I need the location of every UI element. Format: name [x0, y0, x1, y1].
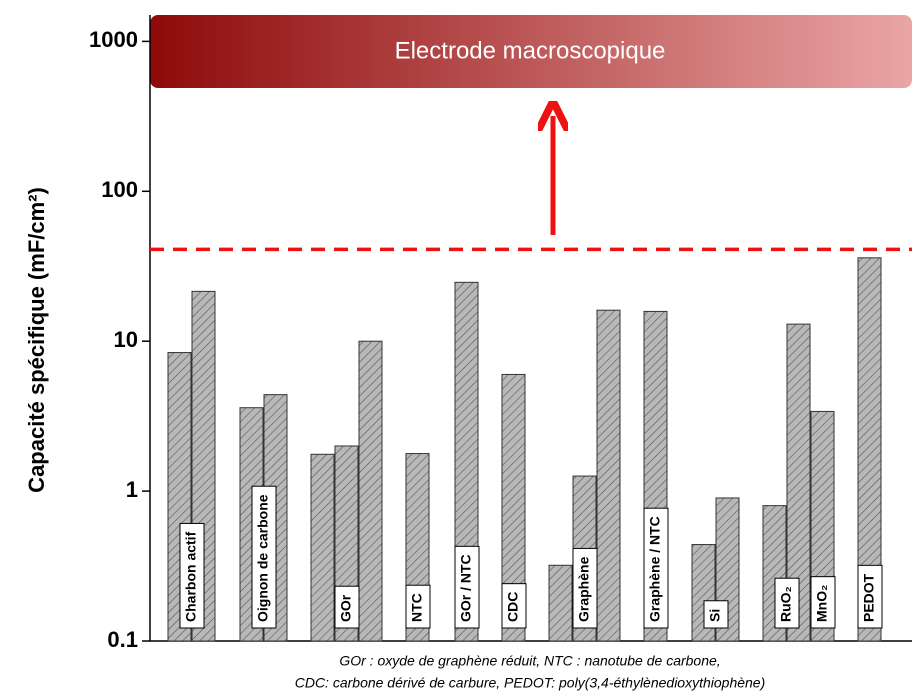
category-box: [572, 547, 598, 629]
category-box: [643, 507, 669, 629]
category-label: Si: [707, 609, 723, 622]
category-box: [703, 600, 729, 629]
category-label: GOr / NTC: [458, 554, 474, 622]
bar: [358, 340, 383, 642]
footnote: GOr : oxyde de graphène réduit, NTC : na…: [339, 653, 720, 669]
category-label: Graphène / NTC: [647, 516, 663, 622]
y-tick-label: 0.1: [107, 627, 138, 652]
y-tick-label: 10: [114, 327, 138, 352]
category-label: NTC: [409, 593, 425, 622]
category-box: [454, 545, 480, 629]
category-label: PEDOT: [861, 573, 877, 622]
category-box: [334, 585, 360, 629]
category-box: [774, 577, 800, 629]
bar: [310, 453, 335, 642]
category-box: [179, 522, 205, 629]
y-axis-label: Capacité spécifique (mF/cm²): [24, 187, 49, 493]
category-label: MnO₂: [814, 585, 830, 622]
banner-text: Electrode macroscopique: [395, 37, 666, 64]
category-label: Charbon actif: [183, 531, 199, 622]
category-box: [810, 576, 836, 629]
category-box: [857, 564, 883, 629]
category-label: Graphène: [576, 556, 592, 622]
bar: [596, 309, 621, 642]
y-tick-label: 100: [101, 177, 138, 202]
banner: [150, 15, 912, 88]
category-label: GOr: [338, 594, 354, 622]
category-box: [501, 583, 527, 629]
category-label: Oignon de carbone: [255, 494, 271, 622]
bar: [857, 257, 882, 642]
category-box: [251, 485, 277, 629]
category-box: [405, 584, 431, 629]
bar: [786, 323, 811, 642]
y-tick-label: 1: [126, 477, 138, 502]
bar: [501, 373, 526, 642]
bar: [548, 564, 573, 642]
category-label: RuO₂: [778, 586, 794, 622]
footnote: CDC: carbone dérivé de carbure, PEDOT: p…: [295, 675, 766, 691]
category-label: CDC: [505, 592, 521, 622]
y-tick-label: 1000: [89, 27, 138, 52]
